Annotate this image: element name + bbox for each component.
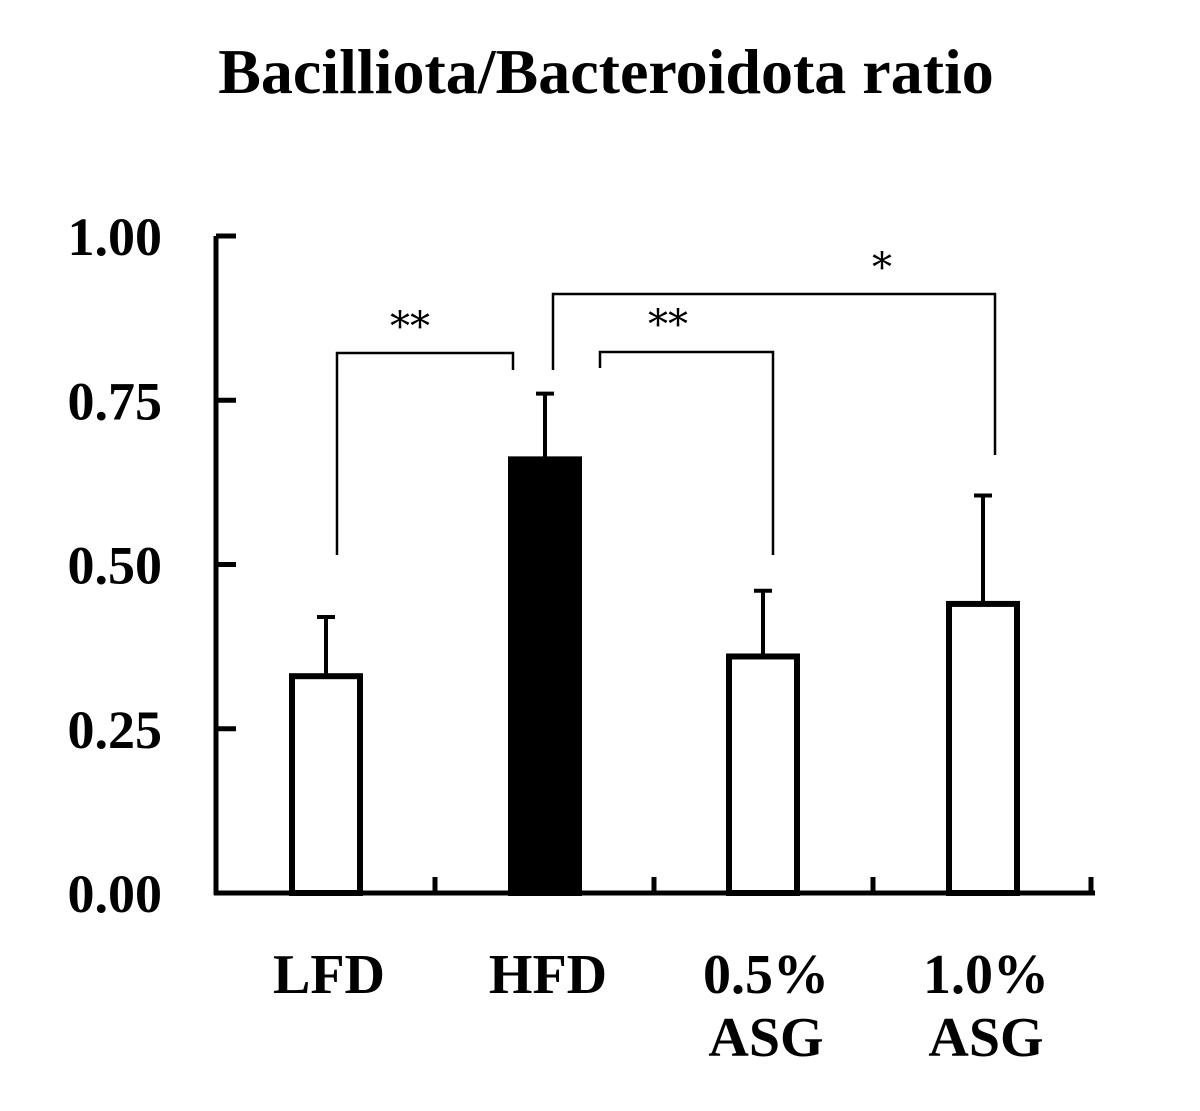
bar: [289, 673, 363, 896]
significance-label: **: [648, 302, 688, 348]
axes: 0.00 0.25 0.50 0.75 1.00: [68, 207, 1095, 924]
significance-bracket: [598, 350, 775, 555]
significance-label: **: [390, 304, 430, 350]
bars: [289, 456, 1020, 896]
y-tick-label: 1.00: [68, 207, 163, 267]
x-category-label: LFD: [273, 944, 385, 1006]
bar: [726, 653, 800, 896]
x-category-label: HFD: [489, 944, 607, 1006]
bar: [508, 456, 582, 896]
error-bars: [317, 391, 992, 677]
y-tick-label: 0.00: [68, 864, 163, 924]
x-category-label: 0.5%: [703, 944, 829, 1006]
significance-bracket: [551, 292, 997, 455]
y-tick-label: 0.25: [68, 700, 163, 760]
x-category-label: ASG: [928, 1007, 1043, 1069]
chart-title: Bacilliota/Bacteroidota ratio: [218, 36, 994, 107]
bar: [946, 600, 1020, 896]
y-tick-label: 0.50: [68, 536, 163, 596]
significance-bracket: [335, 351, 515, 555]
significance-label: *: [872, 245, 892, 291]
significance-brackets: ** ***: [335, 245, 997, 555]
x-category-label: ASG: [708, 1007, 823, 1069]
y-tick-label: 0.75: [68, 371, 163, 431]
x-category-label: 1.0%: [923, 944, 1049, 1006]
